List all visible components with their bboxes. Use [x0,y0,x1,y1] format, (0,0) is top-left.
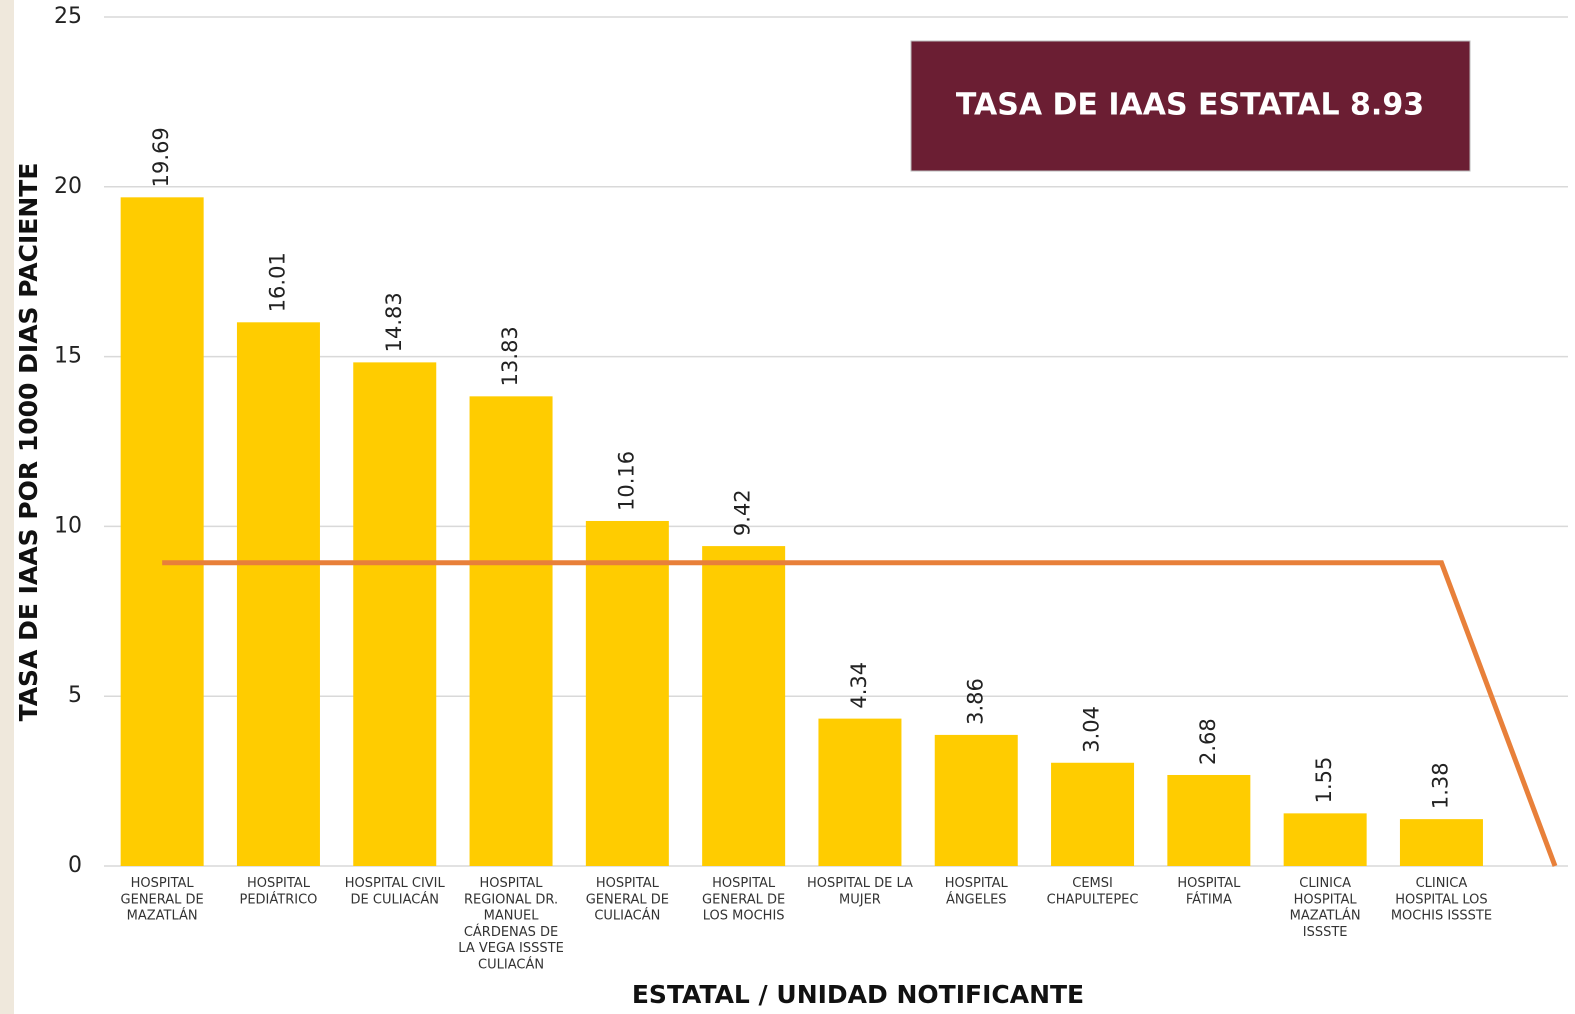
value-label: 19.69 [149,127,173,187]
value-label: 14.83 [382,292,406,352]
bar [585,520,669,866]
y-tick-label: 5 [68,683,82,708]
bar [120,197,204,866]
x-tick-label: HOSPITAL CIVIL DE CULIACÁN [345,876,446,907]
x-tick-label: HOSPITAL ÁNGELES [945,876,1009,907]
side-strip [0,0,14,1014]
bar [1051,762,1135,866]
x-tick-label: HOSPITAL DE LA MUJER [807,876,913,907]
value-label: 3.04 [1080,706,1104,753]
value-label: 1.38 [1428,762,1452,809]
value-label: 16.01 [265,252,289,312]
bar [818,718,902,866]
x-tick-label: CLINICA HOSPITAL LOS MOCHIS ISSSTE [1391,876,1492,924]
bar [934,734,1018,866]
bar [1283,813,1367,866]
y-tick-label: 25 [54,4,82,29]
bar [1167,774,1251,866]
annotation: TASA DE IAAS ESTATAL 8.93 [956,88,1424,123]
value-label: 4.34 [847,662,871,709]
y-tick-label: 20 [54,174,82,199]
value-label: 1.55 [1312,757,1336,804]
value-label: 13.83 [498,326,522,386]
bar [469,396,553,866]
x-tick-label: CLINICA HOSPITAL MAZATLÁN ISSSTE [1290,876,1361,940]
x-tick-label: HOSPITAL PEDIÁTRICO [239,876,317,907]
x-tick-label: HOSPITAL GENERAL DE LOS MOCHIS [702,876,785,924]
y-tick-label: 0 [68,853,82,878]
average-line [162,560,1558,867]
value-label: 9.42 [731,489,755,536]
x-tick-label: HOSPITAL GENERAL DE MAZATLÁN [121,876,204,924]
value-label: 2.68 [1196,718,1220,765]
x-tick-label: HOSPITAL REGIONAL DR. MANUEL CÁRDENAS DE LA … [458,876,564,973]
value-label: 3.86 [963,678,987,725]
y-axis-title: TASA DE IAAS POR 1000 DIAS PACIENTE [14,163,43,722]
x-tick-label: HOSPITAL FÁTIMA [1177,876,1241,907]
x-tick-label: CEMSI CHAPULTEPEC [1047,876,1139,907]
value-label: 10.16 [614,451,638,511]
annotation-box [910,40,1471,172]
x-tick-label: HOSPITAL GENERAL DE CULIACÁN [586,876,669,924]
x-axis-title: ESTATAL / UNIDAD NOTIFICANTE [632,980,1084,1009]
y-tick-label: 10 [54,513,82,538]
bar [353,362,437,866]
bar [702,546,786,866]
y-tick-label: 15 [54,344,82,369]
bar [236,322,320,866]
bar [1399,819,1483,866]
